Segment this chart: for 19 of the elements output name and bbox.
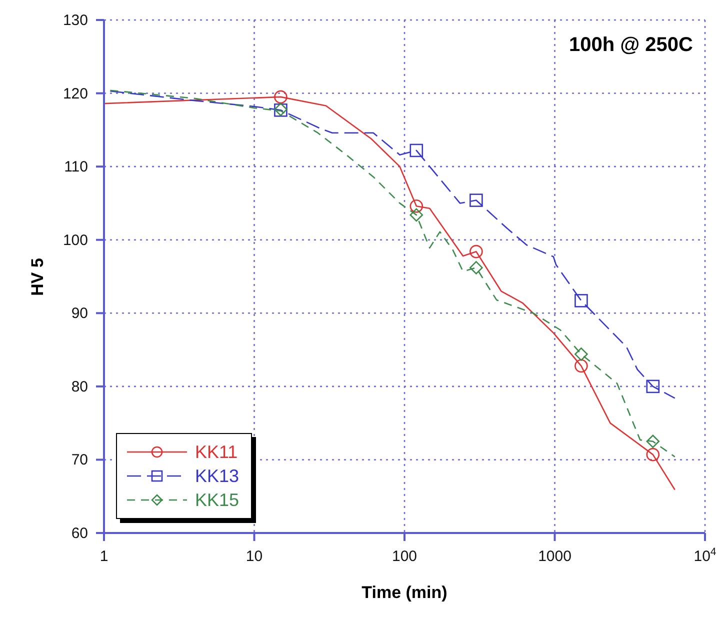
x-tick-label: 10 bbox=[246, 548, 263, 565]
y-tick-label: 60 bbox=[71, 525, 88, 542]
y-tick-label: 90 bbox=[71, 305, 88, 322]
annotation: 100h @ 250C bbox=[568, 34, 693, 56]
x-tick-label: 10$^{4}$ bbox=[694, 546, 716, 565]
legend-label: KK11 bbox=[195, 442, 238, 462]
y-tick-label: 130 bbox=[62, 12, 88, 29]
y-tick-label: 80 bbox=[71, 378, 88, 396]
x-tick-label: 1000 bbox=[538, 548, 572, 565]
y-tick-label: 100 bbox=[62, 232, 88, 249]
y-tick-label: 70 bbox=[71, 452, 88, 469]
x-axis-title: Time (min) bbox=[362, 583, 448, 602]
x-tick-label: 100 bbox=[392, 548, 418, 565]
x-tick-label: 1 bbox=[100, 548, 108, 565]
y-tick-label: 110 bbox=[64, 158, 88, 176]
legend-label: KK13 bbox=[195, 466, 240, 486]
y-axis-title: HV 5 bbox=[28, 258, 47, 296]
legend-label: KK15 bbox=[195, 490, 240, 510]
y-tick-label: 120 bbox=[62, 85, 88, 102]
